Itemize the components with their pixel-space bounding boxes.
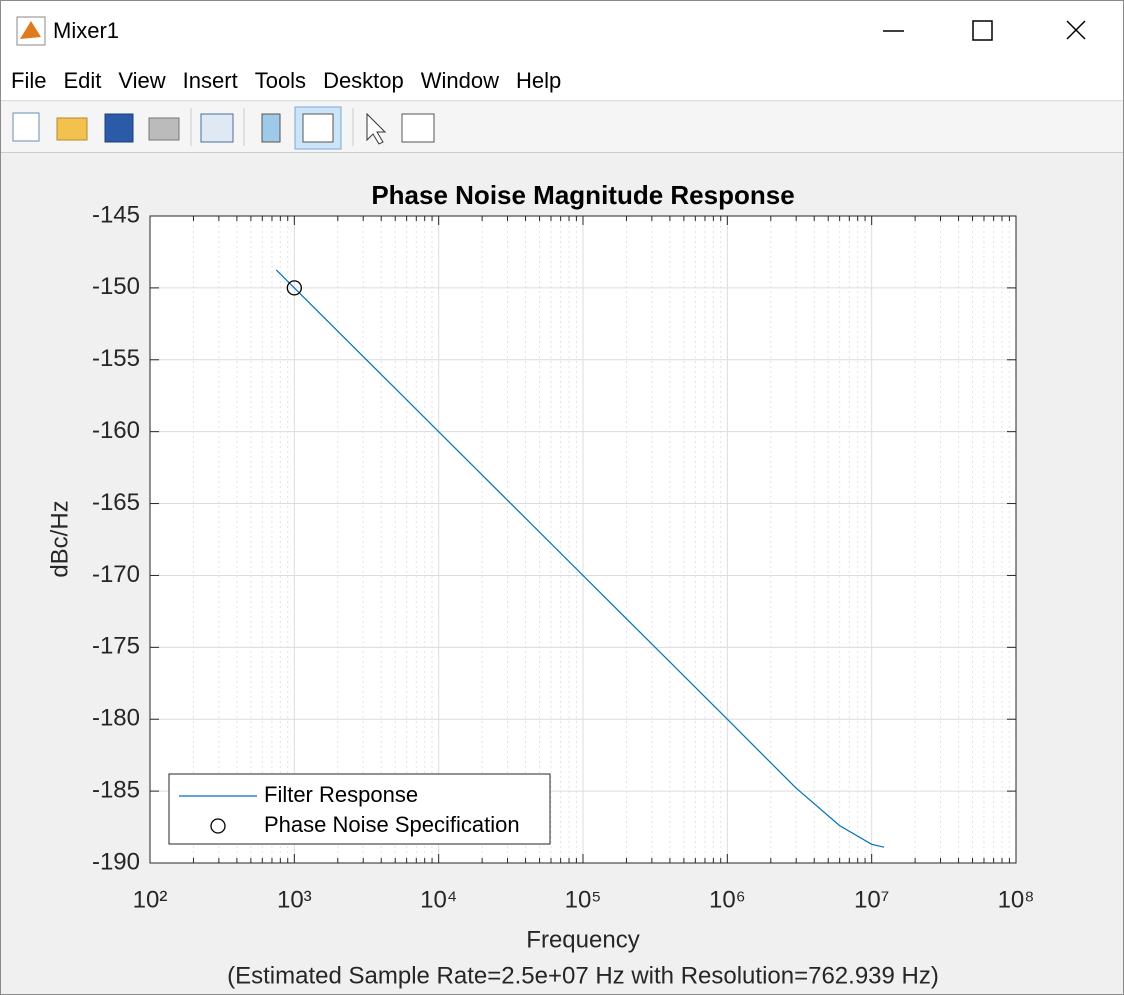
close-button[interactable]	[1066, 20, 1086, 40]
menu-item[interactable]: Window	[420, 67, 500, 93]
save-button[interactable]	[104, 113, 134, 143]
menu-item[interactable]: Help	[516, 67, 562, 93]
menu-bar: File Edit View Insert Tools Desktop Window Help	[1, 61, 1123, 101]
legend-label: Phase Noise Specification	[264, 812, 520, 837]
y-tick-label: -165	[92, 489, 140, 516]
title-bar: Mixer1	[1, 1, 1123, 61]
x-tick-label: 10³	[277, 886, 312, 913]
window-title: Mixer1	[53, 18, 120, 43]
colorbar-button[interactable]	[261, 113, 281, 143]
maximize-button[interactable]	[972, 20, 993, 41]
pointer-button[interactable]	[366, 112, 387, 145]
legend-marker	[210, 818, 226, 834]
chart-title: Phase Noise Magnitude Response	[371, 180, 794, 210]
x-axis-note: (Estimated Sample Rate=2.5e+07 Hz with R…	[227, 962, 939, 989]
y-tick-label: -170	[92, 561, 140, 588]
link-button[interactable]	[200, 113, 234, 143]
x-tick-label: 10⁵	[565, 886, 602, 913]
x-tick-label: 10⁴	[420, 886, 457, 913]
open-button[interactable]	[56, 117, 88, 141]
menu-item[interactable]: File	[11, 67, 47, 93]
property-button[interactable]	[401, 113, 435, 143]
y-tick-label: -145	[92, 201, 140, 228]
x-tick-label: 10⁶	[709, 886, 746, 913]
menu-item[interactable]: Insert	[182, 67, 238, 93]
x-tick-label: 10⁷	[854, 886, 889, 913]
title-icons	[16, 16, 1086, 46]
y-tick-label: -160	[92, 417, 140, 444]
y-tick-label: -185	[92, 776, 140, 803]
legend-button[interactable]	[302, 113, 334, 143]
toolbar	[1, 102, 1123, 153]
menu-item[interactable]: Edit	[63, 67, 102, 93]
y-tick-label: -180	[92, 705, 140, 732]
chart: Phase Noise Magnitude Response Frequency…	[46, 180, 1035, 989]
legend-label: Filter Response	[264, 782, 418, 807]
marker	[286, 280, 302, 296]
line	[275, 269, 885, 848]
toolbar-icons	[12, 106, 435, 150]
y-tick-label: -175	[92, 633, 140, 660]
app-icon-shape	[20, 21, 41, 39]
axes-box	[149, 215, 1017, 864]
legend-box	[168, 773, 551, 845]
y-axis-label: dBc/Hz	[46, 500, 73, 577]
print-button[interactable]	[148, 117, 180, 141]
y-tick-label: -150	[92, 273, 140, 300]
new-button[interactable]	[12, 112, 40, 142]
menu-item[interactable]: Desktop	[323, 67, 404, 93]
y-tick-label: -155	[92, 345, 140, 372]
x-axis-label: Frequency	[526, 926, 639, 953]
x-tick-label: 10²	[133, 886, 168, 913]
menu-item[interactable]: Tools	[254, 67, 307, 93]
x-tick-label: 10⁸	[998, 886, 1035, 913]
y-tick-label: -190	[92, 848, 140, 875]
menu-item[interactable]: View	[118, 67, 166, 93]
